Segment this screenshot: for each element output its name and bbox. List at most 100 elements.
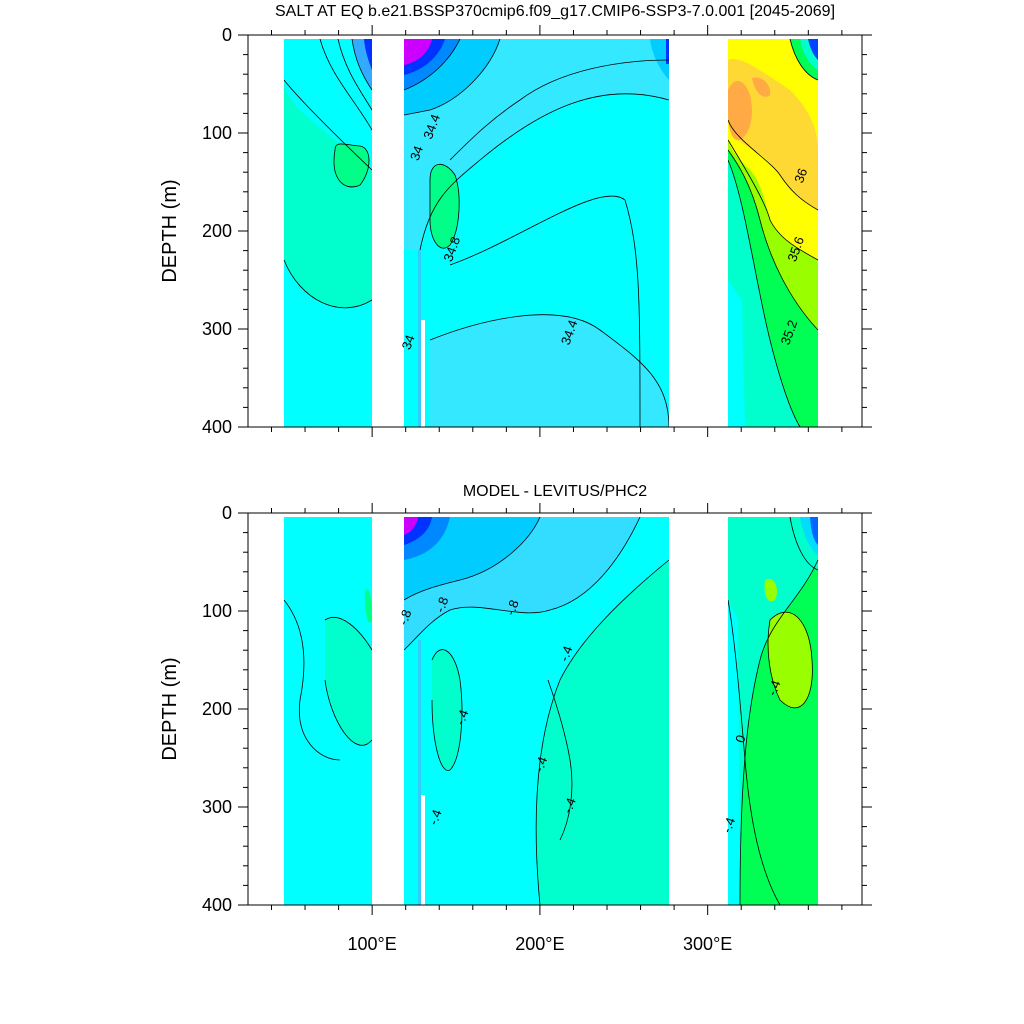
pacific-surface-magenta: [404, 39, 432, 65]
contour-label: -.4: [560, 796, 579, 815]
contour-line: [535, 559, 670, 905]
contour-label: 36: [791, 166, 810, 185]
contour-label: -.4: [531, 755, 550, 774]
contour-label: -.8: [432, 595, 451, 614]
pacific-magenta: [404, 517, 418, 535]
atlantic-yellowgreen: [768, 612, 813, 708]
contour-label: -.4: [719, 815, 738, 834]
contour-label: 0: [732, 733, 749, 745]
land-gap-strait: [420, 795, 425, 905]
contour-line: [429, 314, 670, 427]
x-tick-label: 100°E: [348, 934, 397, 954]
contour-label: -.4: [556, 644, 575, 663]
contour-line: [324, 679, 373, 746]
contour-line: [789, 38, 819, 81]
y-tick-labels: 0 100 200 300 400: [202, 25, 232, 437]
salinity-panel: SALT AT EQ b.e21.BSSP370cmip6.f09_g17.CM…: [159, 3, 872, 437]
land-gap: [669, 513, 728, 905]
x-tick-label: 300°E: [683, 934, 732, 954]
contour-line: [727, 159, 801, 427]
contour-label: 34: [407, 144, 426, 163]
contour-lines: [283, 38, 819, 427]
contour-line: [403, 516, 641, 651]
contour-line: [333, 143, 370, 188]
y-axis-label: DEPTH (m): [159, 657, 181, 760]
contour-line: [403, 38, 461, 91]
contour-line: [449, 195, 641, 427]
pacific-east-surface-blue: [650, 39, 669, 80]
atlantic-deep-cyan: [728, 280, 745, 427]
contour-lines: [283, 516, 819, 905]
land-gap: [372, 35, 404, 427]
x-tick-labels: 100°E 200°E 300°E: [348, 934, 733, 954]
atlantic-upper-yellowgreen: [764, 579, 777, 602]
contour-line: [283, 599, 341, 761]
contour-line: [727, 119, 819, 211]
tick-marks: [238, 25, 872, 437]
pacific-cyan: [404, 517, 669, 905]
contour-line: [727, 599, 781, 905]
y-tick-label: 0: [222, 503, 232, 523]
x-tick-label: 200°E: [515, 934, 564, 954]
pacific-core-aqua: [432, 649, 462, 771]
y-tick-label: 200: [202, 699, 232, 719]
atlantic-orange: [728, 80, 752, 141]
indian-deep-cyan: [284, 260, 372, 427]
indian-core-green: [334, 143, 369, 187]
y-tick-label: 0: [222, 25, 232, 45]
contour-line: [727, 139, 819, 261]
indian-cyan: [284, 517, 372, 905]
pacific-east-edge-darkblue: [666, 39, 669, 64]
indian-surface-darkblue: [364, 39, 372, 70]
atlantic-cyan: [728, 600, 740, 905]
plot-area: [248, 513, 862, 905]
land-gap: [372, 513, 404, 905]
difference-panel: MODEL - LEVITUS/PHC2: [159, 483, 872, 954]
panel-title: MODEL - LEVITUS/PHC2: [463, 483, 647, 500]
data-edge-top: [248, 35, 862, 39]
contour-line: [283, 79, 373, 171]
panel-title: SALT AT EQ b.e21.BSSP370cmip6.f09_g17.CM…: [275, 3, 835, 20]
land-gap-strait: [420, 320, 425, 427]
y-tick-label: 200: [202, 221, 232, 241]
y-tick-label: 400: [202, 417, 232, 437]
contour-line: [449, 59, 670, 161]
contour-line: [283, 259, 373, 309]
y-tick-label: 300: [202, 319, 232, 339]
contour-label: -.8: [503, 598, 522, 617]
contour-line: [547, 679, 573, 841]
atlantic-surface-blue: [810, 517, 818, 545]
contour-label: -.4: [764, 678, 783, 697]
contour-label: -.4: [452, 708, 471, 727]
atlantic-surface-blue: [808, 39, 818, 60]
contour-line: [431, 649, 463, 771]
strait-cyan: [418, 640, 421, 905]
contour-line: [767, 611, 813, 709]
contour-line: [739, 559, 819, 905]
y-tick-label: 100: [202, 601, 232, 621]
y-tick-label: 400: [202, 895, 232, 915]
contour-line: [403, 38, 501, 116]
contour-labels: -.8 -.8 -.8 -.4 -.4 -.4 0 -.4 -.4 -.4 -.4: [395, 595, 783, 835]
contour-label: 34: [399, 333, 418, 352]
atlantic-aqua: [728, 517, 818, 905]
atlantic-orange-upper: [752, 77, 771, 97]
pacific-surface-lightcyan: [404, 39, 669, 250]
land-gap: [669, 35, 728, 427]
contour-label: -.8: [395, 608, 414, 627]
y-tick-labels: 0 100 200 300 400: [202, 503, 232, 915]
contour-line: [324, 617, 373, 651]
plot-area: [248, 35, 862, 427]
contour-line: [351, 38, 373, 91]
indian-aquamarine: [325, 617, 372, 746]
tick-marks: [238, 503, 872, 915]
y-axis-label: DEPTH (m): [159, 179, 181, 282]
atlantic-cyan: [728, 160, 800, 427]
y-tick-label: 100: [202, 123, 232, 143]
y-tick-label: 300: [202, 797, 232, 817]
contour-line: [419, 93, 670, 251]
strait-cyan: [418, 250, 421, 427]
contour-line: [319, 38, 373, 131]
